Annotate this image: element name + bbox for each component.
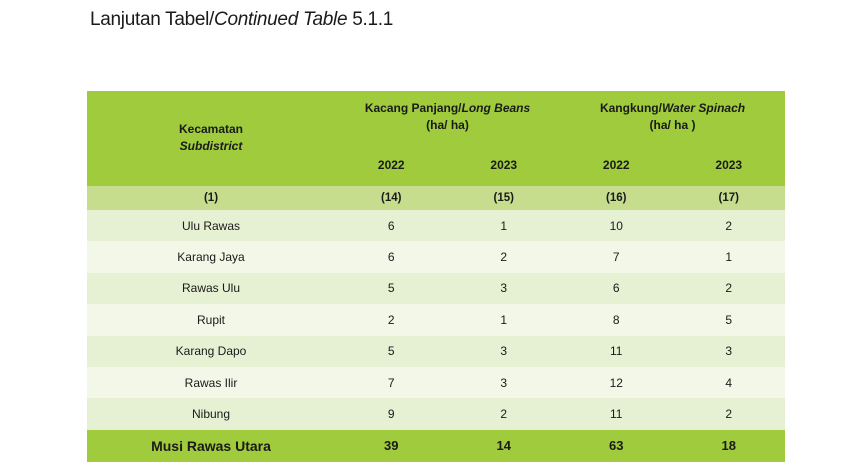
total-value: 18 bbox=[672, 429, 786, 462]
table-row: Rawas Ilir 7 3 12 4 bbox=[87, 366, 786, 399]
cell-value: 6 bbox=[560, 272, 673, 305]
column-number: (17) bbox=[672, 186, 786, 210]
header-year: 2022 bbox=[335, 144, 448, 186]
table-row: Rawas Ulu 5 3 6 2 bbox=[87, 272, 786, 305]
cell-value: 7 bbox=[335, 366, 448, 399]
column-number: (14) bbox=[335, 186, 448, 210]
column-number-row: (1) (14) (15) (16) (17) bbox=[87, 186, 786, 210]
cell-value: 2 bbox=[672, 210, 786, 242]
header-long-beans-label-en: Long Beans bbox=[461, 101, 531, 115]
header-year: 2022 bbox=[560, 144, 673, 186]
header-water-spinach-label: Kangkung/ bbox=[599, 101, 662, 115]
subdistrict-name: Rupit bbox=[87, 304, 335, 336]
cell-value: 3 bbox=[447, 335, 560, 367]
cell-value: 1 bbox=[447, 304, 560, 336]
total-value: 63 bbox=[560, 429, 673, 462]
header-year: 2023 bbox=[447, 144, 560, 186]
cell-value: 11 bbox=[560, 335, 673, 367]
cell-value: 5 bbox=[335, 335, 448, 367]
cell-value: 1 bbox=[447, 210, 560, 242]
subdistrict-name: Ulu Rawas bbox=[87, 210, 335, 242]
header-long-beans-label: Kacang Panjang/ bbox=[364, 101, 462, 115]
subdistrict-name: Karang Jaya bbox=[87, 241, 335, 273]
header-subdistrict-label-en: Subdistrict bbox=[179, 139, 243, 153]
cell-value: 2 bbox=[672, 398, 786, 430]
cell-value: 10 bbox=[560, 210, 673, 242]
table-row: Rupit 2 1 8 5 bbox=[87, 304, 786, 336]
cell-value: 2 bbox=[672, 272, 786, 305]
header-subdistrict: Kecamatan Subdistrict bbox=[87, 91, 335, 186]
cell-value: 3 bbox=[447, 366, 560, 399]
header-water-spinach: Kangkung/Water Spinach (ha/ ha ) bbox=[560, 91, 786, 144]
column-number: (1) bbox=[87, 186, 335, 210]
header-water-spinach-unit: (ha/ ha ) bbox=[649, 118, 696, 132]
header-long-beans: Kacang Panjang/Long Beans (ha/ ha) bbox=[335, 91, 560, 144]
subdistrict-name: Rawas Ilir bbox=[87, 366, 335, 399]
cell-value: 11 bbox=[560, 398, 673, 430]
cell-value: 2 bbox=[335, 304, 448, 336]
title-number: 5.1.1 bbox=[352, 9, 393, 30]
data-table: Kecamatan Subdistrict Kacang Panjang/Lon… bbox=[87, 91, 786, 462]
table-row: Ulu Rawas 6 1 10 2 bbox=[87, 210, 786, 242]
title-italic: Continued Table bbox=[214, 9, 348, 30]
header-water-spinach-label-en: Water Spinach bbox=[661, 101, 746, 115]
table-title: Lanjutan Tabel/Continued Table 5.1.1 bbox=[90, 9, 393, 31]
total-value: 39 bbox=[335, 429, 448, 462]
cell-value: 5 bbox=[672, 304, 786, 336]
cell-value: 2 bbox=[447, 398, 560, 430]
subdistrict-name: Rawas Ulu bbox=[87, 272, 335, 305]
subdistrict-name: Nibung bbox=[87, 398, 335, 430]
column-number: (16) bbox=[560, 186, 673, 210]
total-value: 14 bbox=[447, 429, 560, 462]
cell-value: 6 bbox=[335, 241, 448, 273]
cell-value: 1 bbox=[672, 241, 786, 273]
cell-value: 4 bbox=[672, 366, 786, 399]
cell-value: 12 bbox=[560, 366, 673, 399]
table-row: Nibung 9 2 11 2 bbox=[87, 398, 786, 430]
cell-value: 9 bbox=[335, 398, 448, 430]
table-row: Karang Jaya 6 2 7 1 bbox=[87, 241, 786, 273]
cell-value: 3 bbox=[447, 272, 560, 305]
title-prefix: Lanjutan Tabel/ bbox=[90, 9, 215, 30]
cell-value: 5 bbox=[335, 272, 448, 305]
table-row: Karang Dapo 5 3 11 3 bbox=[87, 335, 786, 367]
total-row: Musi Rawas Utara 39 14 63 18 bbox=[87, 429, 786, 462]
column-number: (15) bbox=[447, 186, 560, 210]
cell-value: 3 bbox=[672, 335, 786, 367]
cell-value: 8 bbox=[560, 304, 673, 336]
cell-value: 2 bbox=[447, 241, 560, 273]
cell-value: 6 bbox=[335, 210, 448, 242]
header-year: 2023 bbox=[672, 144, 786, 186]
header-long-beans-unit: (ha/ ha) bbox=[426, 118, 469, 132]
cell-value: 7 bbox=[560, 241, 673, 273]
header-subdistrict-label: Kecamatan bbox=[178, 122, 244, 136]
subdistrict-name: Karang Dapo bbox=[87, 335, 335, 367]
total-name: Musi Rawas Utara bbox=[87, 429, 335, 462]
